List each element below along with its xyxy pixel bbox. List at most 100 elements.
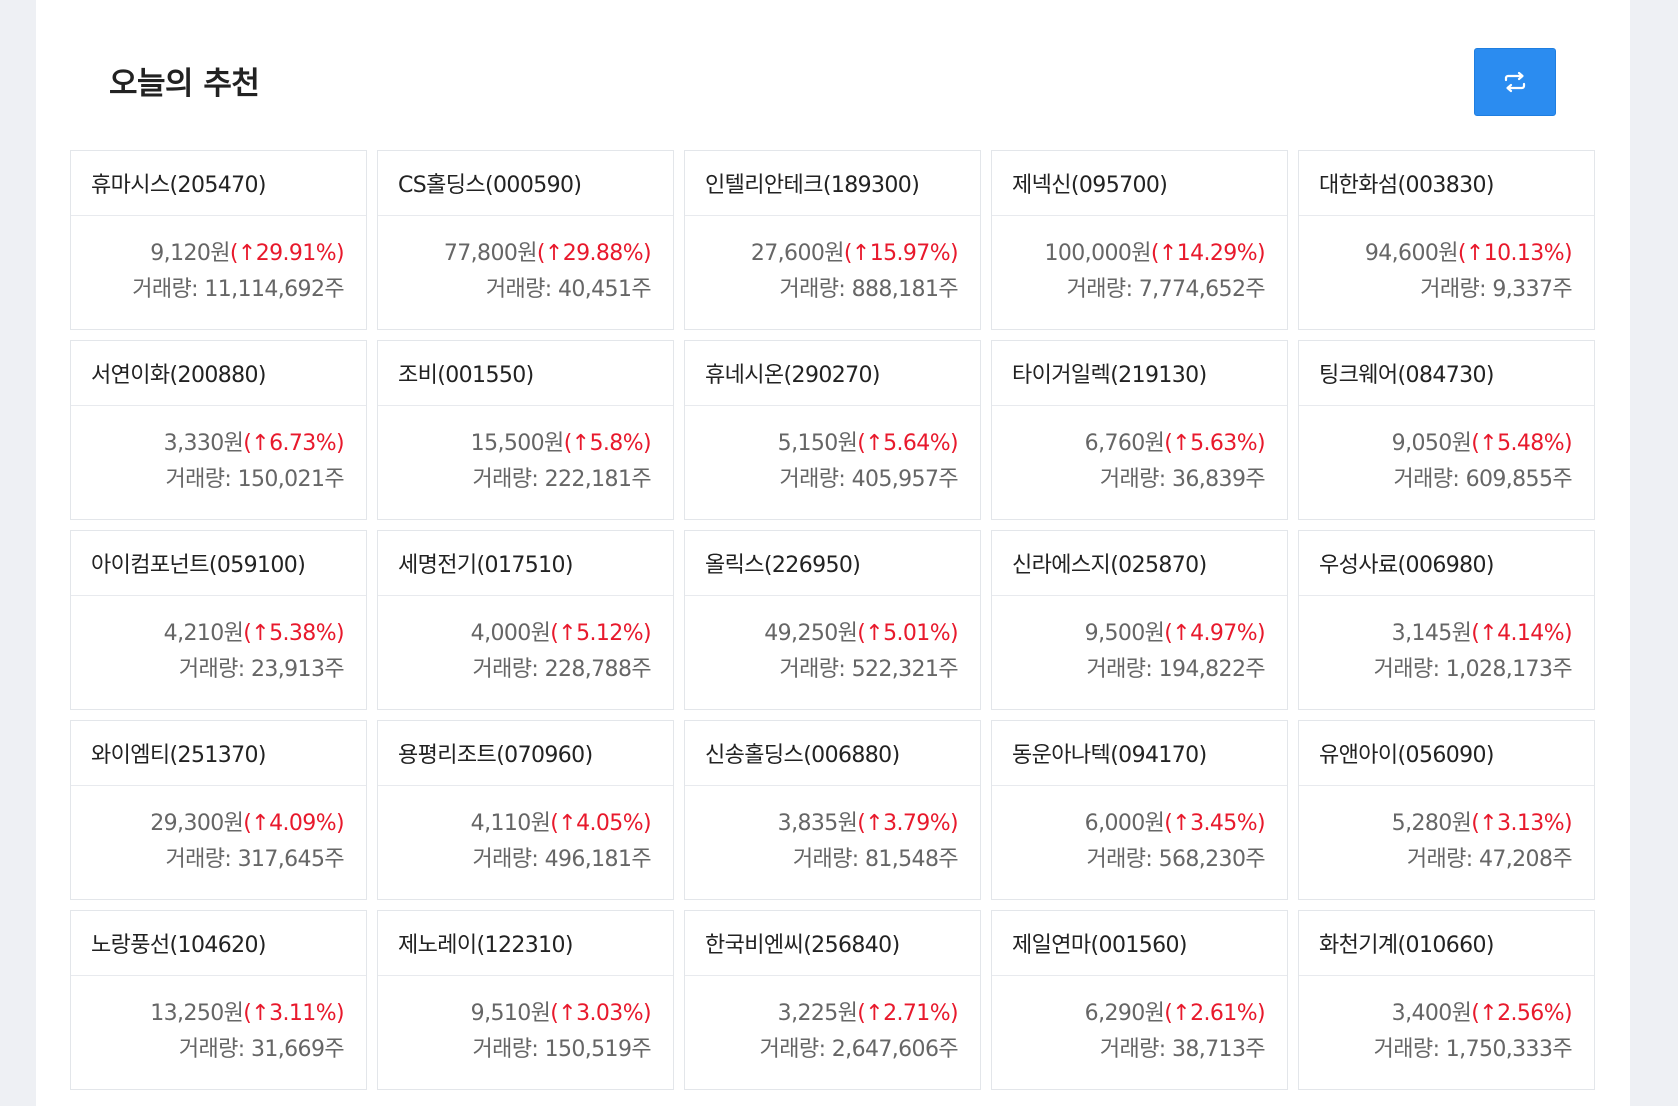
stock-change: (↑15.97%) (843, 241, 959, 266)
stock-name: 올릭스(226950) (685, 531, 980, 596)
price-line: 5,280원(↑3.13%) (1319, 806, 1573, 842)
stock-name: 우성사료(006980) (1299, 531, 1594, 596)
stock-change: (↑2.61%) (1164, 1001, 1265, 1026)
bottom-gap (0, 1106, 1678, 1120)
stock-details: 4,000원(↑5.12%) 거래량: 228,788주 (378, 596, 673, 709)
stock-card[interactable]: CS홀딩스(000590) 77,800원(↑29.88%) 거래량: 40,451… (377, 150, 674, 330)
stock-price: 29,300원 (150, 811, 244, 836)
stock-volume: 거래량: 405,957주 (779, 467, 958, 492)
stock-change: (↑3.79%) (857, 811, 958, 836)
stock-price: 6,290원 (1084, 1001, 1165, 1026)
price-line: 15,500원(↑5.8%) (398, 426, 652, 462)
stock-price: 4,110원 (470, 811, 551, 836)
stock-card[interactable]: 제넥신(095700) 100,000원(↑14.29%) 거래량: 7,774,6… (991, 150, 1288, 330)
stock-name: CS홀딩스(000590) (378, 151, 673, 216)
stock-card[interactable]: 신송홀딩스(006880) 3,835원(↑3.79%) 거래량: 81,548주 (684, 720, 981, 900)
stock-change: (↑3.03%) (550, 1001, 651, 1026)
price-line: 9,050원(↑5.48%) (1319, 426, 1573, 462)
price-line: 29,300원(↑4.09%) (91, 806, 344, 842)
stock-volume: 거래량: 496,181주 (472, 847, 651, 872)
stock-volume: 거래량: 47,208주 (1406, 847, 1573, 872)
stock-card[interactable]: 조비(001550) 15,500원(↑5.8%) 거래량: 222,181주 (377, 340, 674, 520)
recommendation-panel: 오늘의 추천 휴마시스(205470) 9,120원(↑29.91%) 거래량: 1… (36, 0, 1630, 1106)
price-line: 9,120원(↑29.91%) (91, 236, 344, 272)
stock-change: (↑5.01%) (857, 621, 958, 646)
stock-price: 15,500원 (470, 431, 565, 456)
stock-change: (↑10.13%) (1457, 241, 1573, 266)
stock-name: 와이엠티(251370) (71, 721, 366, 786)
stock-card[interactable]: 제일연마(001560) 6,290원(↑2.61%) 거래량: 38,713주 (991, 910, 1288, 1090)
stock-volume: 거래량: 522,321주 (779, 657, 958, 682)
stock-volume: 거래량: 1,750,333주 (1373, 1037, 1573, 1062)
stock-card[interactable]: 동운아나텍(094170) 6,000원(↑3.45%) 거래량: 568,230주 (991, 720, 1288, 900)
stock-name: 인텔리안테크(189300) (685, 151, 980, 216)
stock-card[interactable]: 아이컴포넌트(059100) 4,210원(↑5.38%) 거래량: 23,913주 (70, 530, 367, 710)
stock-card[interactable]: 노랑풍선(104620) 13,250원(↑3.11%) 거래량: 31,669주 (70, 910, 367, 1090)
stock-price: 4,000원 (470, 621, 551, 646)
price-line: 6,000원(↑3.45%) (1012, 806, 1266, 842)
stock-details: 6,000원(↑3.45%) 거래량: 568,230주 (992, 786, 1287, 899)
stock-price: 5,150원 (777, 431, 858, 456)
stock-card[interactable]: 서연이화(200880) 3,330원(↑6.73%) 거래량: 150,021주 (70, 340, 367, 520)
stock-card[interactable]: 유앤아이(056090) 5,280원(↑3.13%) 거래량: 47,208주 (1298, 720, 1595, 900)
stock-change: (↑2.71%) (857, 1001, 958, 1026)
stock-details: 94,600원(↑10.13%) 거래량: 9,337주 (1299, 216, 1594, 329)
stock-details: 6,290원(↑2.61%) 거래량: 38,713주 (992, 976, 1287, 1089)
stock-details: 9,050원(↑5.48%) 거래량: 609,855주 (1299, 406, 1594, 519)
stock-details: 5,150원(↑5.64%) 거래량: 405,957주 (685, 406, 980, 519)
stock-change: (↑4.14%) (1471, 621, 1572, 646)
stock-volume: 거래량: 228,788주 (472, 657, 651, 682)
stock-name: 한국비엔씨(256840) (685, 911, 980, 976)
stock-card[interactable]: 휴마시스(205470) 9,120원(↑29.91%) 거래량: 11,114,6… (70, 150, 367, 330)
price-line: 27,600원(↑15.97%) (705, 236, 959, 272)
stock-price: 13,250원 (150, 1001, 244, 1026)
stock-details: 49,250원(↑5.01%) 거래량: 522,321주 (685, 596, 980, 709)
stock-change: (↑29.88%) (536, 241, 652, 266)
stock-volume: 거래량: 150,021주 (165, 467, 344, 492)
stock-details: 27,600원(↑15.97%) 거래량: 888,181주 (685, 216, 980, 329)
price-line: 9,500원(↑4.97%) (1012, 616, 1266, 652)
stock-details: 3,835원(↑3.79%) 거래량: 81,548주 (685, 786, 980, 899)
price-line: 13,250원(↑3.11%) (91, 996, 344, 1032)
stock-name: 제넥신(095700) (992, 151, 1287, 216)
stock-change: (↑5.38%) (243, 621, 344, 646)
stock-details: 77,800원(↑29.88%) 거래량: 40,451주 (378, 216, 673, 329)
stock-card[interactable]: 신라에스지(025870) 9,500원(↑4.97%) 거래량: 194,822주 (991, 530, 1288, 710)
stock-card[interactable]: 우성사료(006980) 3,145원(↑4.14%) 거래량: 1,028,173… (1298, 530, 1595, 710)
stock-name: 화천기계(010660) (1299, 911, 1594, 976)
price-line: 77,800원(↑29.88%) (398, 236, 652, 272)
stock-change: (↑5.63%) (1164, 431, 1265, 456)
stock-card[interactable]: 팅크웨어(084730) 9,050원(↑5.48%) 거래량: 609,855주 (1298, 340, 1595, 520)
stock-volume: 거래량: 36,839주 (1099, 467, 1266, 492)
stock-card[interactable]: 타이거일렉(219130) 6,760원(↑5.63%) 거래량: 36,839주 (991, 340, 1288, 520)
stock-change: (↑2.56%) (1471, 1001, 1572, 1026)
stock-volume: 거래량: 9,337주 (1420, 277, 1572, 302)
stock-card[interactable]: 용평리조트(070960) 4,110원(↑4.05%) 거래량: 496,181주 (377, 720, 674, 900)
stock-volume: 거래량: 222,181주 (472, 467, 651, 492)
stock-volume: 거래량: 7,774,652주 (1066, 277, 1266, 302)
stock-card[interactable]: 제노레이(122310) 9,510원(↑3.03%) 거래량: 150,519주 (377, 910, 674, 1090)
stock-card[interactable]: 올릭스(226950) 49,250원(↑5.01%) 거래량: 522,321주 (684, 530, 981, 710)
stock-name: 제일연마(001560) (992, 911, 1287, 976)
stock-details: 9,120원(↑29.91%) 거래량: 11,114,692주 (71, 216, 366, 329)
stock-card[interactable]: 한국비엔씨(256840) 3,225원(↑2.71%) 거래량: 2,647,60… (684, 910, 981, 1090)
stock-name: 타이거일렉(219130) (992, 341, 1287, 406)
stock-volume: 거래량: 1,028,173주 (1373, 657, 1573, 682)
stock-price: 4,210원 (163, 621, 244, 646)
refresh-button[interactable] (1474, 48, 1556, 116)
stock-price: 94,600원 (1364, 241, 1459, 266)
stock-details: 3,145원(↑4.14%) 거래량: 1,028,173주 (1299, 596, 1594, 709)
stock-card[interactable]: 대한화섬(003830) 94,600원(↑10.13%) 거래량: 9,337주 (1298, 150, 1595, 330)
stock-price: 3,400원 (1391, 1001, 1472, 1026)
stock-name: 신송홀딩스(006880) (685, 721, 980, 786)
stock-card[interactable]: 세명전기(017510) 4,000원(↑5.12%) 거래량: 228,788주 (377, 530, 674, 710)
stock-name: 세명전기(017510) (378, 531, 673, 596)
price-line: 6,760원(↑5.63%) (1012, 426, 1266, 462)
repeat-icon (1504, 71, 1526, 93)
stock-card[interactable]: 휴네시온(290270) 5,150원(↑5.64%) 거래량: 405,957주 (684, 340, 981, 520)
stock-card[interactable]: 화천기계(010660) 3,400원(↑2.56%) 거래량: 1,750,333… (1298, 910, 1595, 1090)
stock-card[interactable]: 와이엠티(251370) 29,300원(↑4.09%) 거래량: 317,645주 (70, 720, 367, 900)
stock-volume: 거래량: 150,519주 (472, 1037, 651, 1062)
price-line: 4,210원(↑5.38%) (91, 616, 345, 652)
stock-card[interactable]: 인텔리안테크(189300) 27,600원(↑15.97%) 거래량: 888,1… (684, 150, 981, 330)
